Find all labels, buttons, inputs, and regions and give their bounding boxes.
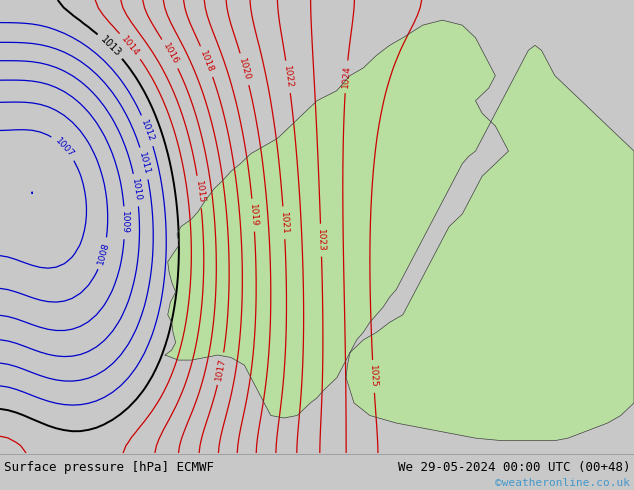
- Text: 1022: 1022: [282, 65, 294, 89]
- Text: 1009: 1009: [120, 211, 129, 234]
- Text: 1013: 1013: [98, 34, 122, 58]
- Text: 1012: 1012: [139, 118, 156, 143]
- Text: 1010: 1010: [130, 178, 143, 202]
- Text: 1019: 1019: [248, 203, 259, 227]
- Text: 1024: 1024: [341, 65, 352, 89]
- Text: 1007: 1007: [53, 136, 75, 159]
- Text: 1011: 1011: [138, 151, 152, 175]
- Text: ©weatheronline.co.uk: ©weatheronline.co.uk: [495, 478, 630, 489]
- Text: 1020: 1020: [237, 57, 252, 81]
- Text: 1023: 1023: [316, 229, 326, 252]
- Text: 1015: 1015: [193, 180, 205, 204]
- Text: 1008: 1008: [96, 241, 111, 266]
- Text: 1018: 1018: [198, 49, 216, 74]
- Text: 1025: 1025: [368, 365, 378, 388]
- Text: 1021: 1021: [279, 211, 289, 235]
- Text: We 29-05-2024 00:00 UTC (00+48): We 29-05-2024 00:00 UTC (00+48): [398, 462, 630, 474]
- Text: Surface pressure [hPa] ECMWF: Surface pressure [hPa] ECMWF: [4, 462, 214, 474]
- Text: 1014: 1014: [120, 34, 141, 58]
- Text: 1017: 1017: [214, 357, 228, 381]
- Text: 1016: 1016: [160, 42, 179, 66]
